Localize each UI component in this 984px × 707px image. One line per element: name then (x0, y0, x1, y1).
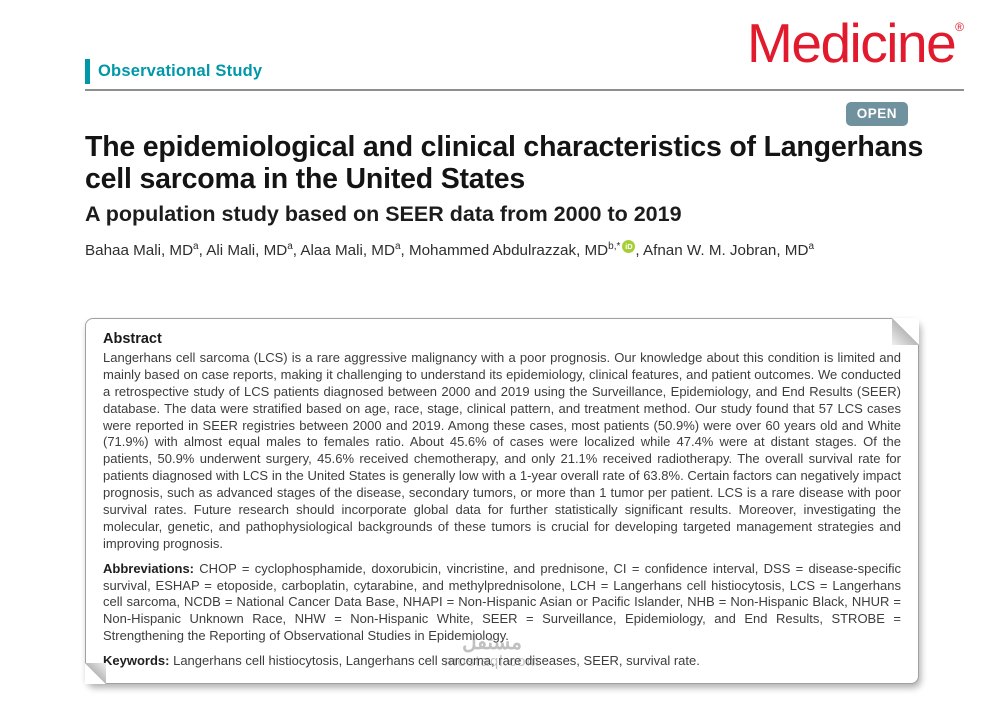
orcid-icon[interactable]: iD (622, 240, 636, 254)
journal-logo-wrap: Medicine® (747, 16, 964, 71)
author-affiliation-mark: a (193, 241, 199, 253)
abbreviations-text: CHOP = cyclophosphamide, doxorubicin, vi… (103, 560, 901, 644)
author-separator: , (198, 242, 207, 260)
article-type-label: Observational Study (98, 62, 263, 80)
author-affiliation-mark: a (394, 241, 401, 253)
author-name: Ali Mali, MD (206, 242, 288, 260)
article-type-accent-bar (85, 59, 90, 84)
author-name: Bahaa Mali, MD (85, 242, 194, 260)
article-subtitle: A population study based on SEER data fr… (85, 202, 682, 227)
abstract-box: Abstract Langerhans cell sarcoma (LCS) i… (85, 318, 919, 685)
folded-corner-top-right (892, 318, 919, 345)
open-access-badge: OPEN (845, 102, 908, 126)
author-name: Mohammed Abdulrazzak, MD (408, 242, 609, 260)
abstract-body: Langerhans cell sarcoma (LCS) is a rare … (103, 350, 901, 551)
author-separator: , (400, 242, 409, 260)
author-affiliation-mark: a (808, 241, 814, 253)
authors-line: Bahaa Mali, MDa, Ali Mali, MDa, Alaa Mal… (85, 240, 959, 259)
journal-logo: Medicine (747, 12, 957, 74)
author-affiliation-mark: a (287, 241, 293, 253)
article-type: Observational Study (85, 59, 262, 84)
author-separator: , (635, 242, 643, 260)
header-divider (85, 89, 964, 91)
author-name: Alaa Mali, MD (300, 242, 395, 260)
folded-corner-bottom-left (85, 663, 106, 685)
author-separator: , (292, 242, 301, 260)
author-affiliation-mark: b,* (608, 241, 621, 253)
keywords-text: Langerhans cell histiocytosis, Langerhan… (173, 653, 700, 669)
keywords-label: Keywords: (103, 653, 170, 669)
keywords-para: Keywords: Langerhans cell histiocytosis,… (103, 653, 901, 670)
registered-trademark-mark: ® (955, 20, 964, 34)
abbreviations-para: Abbreviations: CHOP = cyclophosphamide, … (103, 561, 901, 645)
article-title: The epidemiological and clinical charact… (85, 131, 924, 196)
abbreviations-label: Abbreviations: (103, 560, 195, 576)
author-name: Afnan W. M. Jobran, MD (643, 242, 809, 260)
abstract-heading: Abstract (103, 331, 162, 347)
title-block: The epidemiological and clinical charact… (85, 131, 959, 259)
